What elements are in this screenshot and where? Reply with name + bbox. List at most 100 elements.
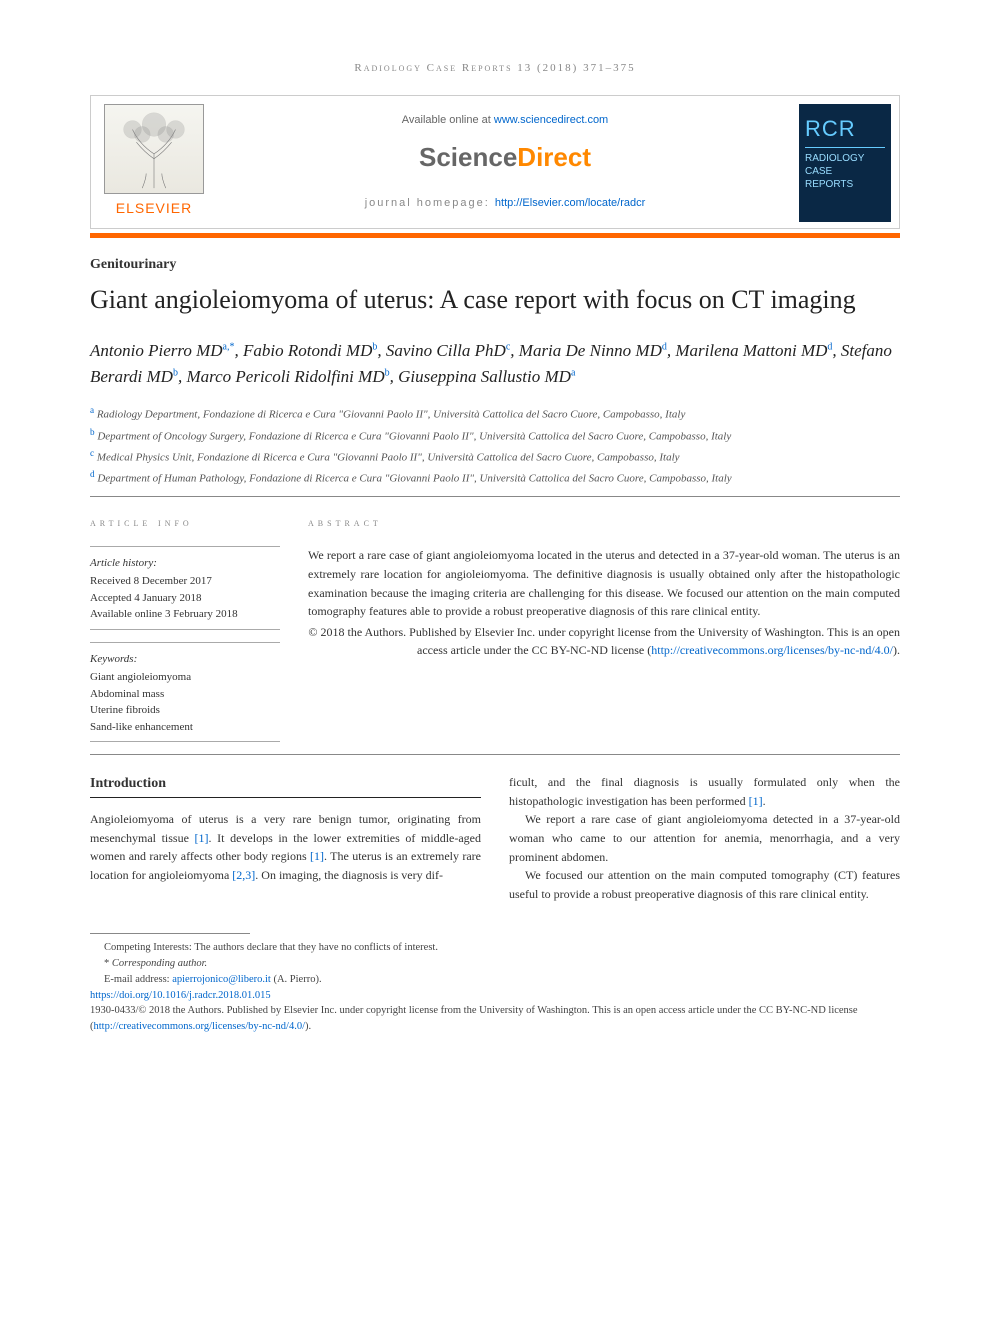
keyword: Uterine fibroids — [90, 702, 280, 719]
journal-reference: Radiology Case Reports 13 (2018) 371–375 — [90, 60, 900, 77]
author: Maria De Ninno MDd — [519, 341, 667, 360]
article-history-block: Article history: Received 8 December 201… — [90, 546, 280, 630]
sd-logo-left: Science — [419, 142, 517, 172]
author-affiliation-sup: b — [372, 342, 377, 353]
corr-marker: * — [104, 958, 112, 969]
author: Savino Cilla PhDc — [386, 341, 510, 360]
issn-copyright: 1930-0433/© 2018 the Authors. Published … — [90, 1003, 900, 1035]
author-list: Antonio Pierro MDa,*, Fabio Rotondi MDb,… — [90, 338, 900, 389]
abstract-copyright: © 2018 the Authors. Published by Elsevie… — [308, 623, 900, 660]
author-affiliation-sup: a,* — [223, 342, 235, 353]
intro-paragraph-1-cont: ficult, and the final diagnosis is usual… — [509, 773, 900, 810]
intro-paragraph-3: We focused our attention on the main com… — [509, 866, 900, 903]
author: Antonio Pierro MDa,* — [90, 341, 234, 360]
corresponding-author: * Corresponding author. — [90, 956, 900, 972]
affiliation: d Department of Human Pathology, Fondazi… — [90, 467, 900, 488]
keyword: Giant angioleiomyoma — [90, 669, 280, 686]
sciencedirect-link[interactable]: www.sciencedirect.com — [494, 114, 608, 126]
affiliation: b Department of Oncology Surgery, Fondaz… — [90, 425, 900, 446]
affiliation-sup: a — [90, 405, 94, 415]
author-affiliation-sup: c — [506, 342, 510, 353]
author-affiliation-sup: d — [662, 342, 667, 353]
doi-line: https://doi.org/10.1016/j.radcr.2018.01.… — [90, 988, 900, 1004]
divider-rule — [90, 496, 900, 497]
footer-divider — [90, 933, 250, 934]
abstract-body: We report a rare case of giant angioleio… — [308, 548, 900, 618]
keywords-block: Keywords: Giant angioleiomyomaAbdominal … — [90, 642, 280, 743]
intro-paragraph-2: We report a rare case of giant angioleio… — [509, 810, 900, 866]
article-info-heading: article info — [90, 515, 280, 532]
introduction-heading: Introduction — [90, 773, 481, 795]
abstract-block: abstract We report a rare case of giant … — [308, 515, 900, 742]
ref-link-1b[interactable]: [1] — [310, 849, 324, 863]
cover-line2: CASE — [805, 165, 885, 178]
received-date: Received 8 December 2017 — [90, 573, 280, 590]
journal-homepage-link[interactable]: http://Elsevier.com/locate/radcr — [495, 197, 645, 209]
author: Fabio Rotondi MDb — [243, 341, 377, 360]
sd-logo-right: Direct — [517, 142, 591, 172]
author: Giuseppina Sallustio MDa — [398, 367, 575, 386]
journal-cover-thumbnail: RCR RADIOLOGY CASE REPORTS — [799, 104, 891, 222]
email-line: E-mail address: apierrojonico@libero.it … — [90, 972, 900, 988]
section-label: Genitourinary — [90, 254, 900, 275]
ref-link-1c[interactable]: [1] — [749, 794, 763, 808]
email-attr: (A. Pierro). — [271, 974, 322, 985]
keywords-label: Keywords: — [90, 651, 280, 668]
elsevier-logo: ELSEVIER — [99, 104, 209, 222]
cover-line3: REPORTS — [805, 178, 885, 191]
history-label: Article history: — [90, 555, 280, 572]
abstract-heading: abstract — [308, 515, 900, 532]
license-link[interactable]: http://creativecommons.org/licenses/by-n… — [651, 643, 893, 657]
article-title: Giant angioleiomyoma of uterus: A case r… — [90, 283, 900, 317]
online-date: Available online 3 February 2018 — [90, 606, 280, 623]
sciencedirect-logo: ScienceDirect — [231, 138, 779, 177]
available-text: Available online at — [402, 114, 494, 126]
affiliation-sup: c — [90, 448, 94, 458]
copyright-closing: ). — [893, 643, 900, 657]
elsevier-tree-icon — [104, 104, 204, 194]
doi-link[interactable]: https://doi.org/10.1016/j.radcr.2018.01.… — [90, 990, 271, 1001]
keywords-list: Giant angioleiomyomaAbdominal massUterin… — [90, 669, 280, 735]
journal-homepage-line: journal homepage: http://Elsevier.com/lo… — [231, 195, 779, 212]
divider-rule-2 — [90, 754, 900, 755]
ref-link-1[interactable]: [1] — [195, 831, 209, 845]
cover-line1: RADIOLOGY — [805, 152, 885, 165]
affiliation-list: a Radiology Department, Fondazione di Ri… — [90, 403, 900, 488]
column-right: ficult, and the final diagnosis is usual… — [509, 773, 900, 903]
intro-text: ficult, and the final diagnosis is usual… — [509, 775, 900, 808]
keyword: Sand-like enhancement — [90, 719, 280, 736]
author-affiliation-sup: b — [173, 367, 178, 378]
cover-rcr: RCR — [805, 112, 885, 148]
intro-text: . On imaging, the diagnosis is very dif- — [255, 868, 443, 882]
intro-underline — [90, 797, 481, 798]
affiliation: c Medical Physics Unit, Fondazione di Ri… — [90, 446, 900, 467]
affiliation-sup: d — [90, 469, 95, 479]
column-left: Introduction Angioleiomyoma of uterus is… — [90, 773, 481, 903]
body-columns: Introduction Angioleiomyoma of uterus is… — [90, 773, 900, 903]
author-affiliation-sup: b — [385, 367, 390, 378]
author: Marco Pericoli Ridolfini MDb — [186, 367, 389, 386]
ref-link-23[interactable]: [2,3] — [232, 868, 255, 882]
accepted-date: Accepted 4 January 2018 — [90, 590, 280, 607]
header-banner: ELSEVIER RCR RADIOLOGY CASE REPORTS Avai… — [90, 95, 900, 229]
info-abstract-row: article info Article history: Received 8… — [90, 515, 900, 742]
competing-interests: Competing Interests: The authors declare… — [90, 940, 900, 956]
email-label: E-mail address: — [104, 974, 172, 985]
author-affiliation-sup: a — [571, 367, 575, 378]
issn-closing: ). — [305, 1021, 311, 1032]
keyword: Abdominal mass — [90, 686, 280, 703]
affiliation-sup: b — [90, 427, 95, 437]
intro-paragraph-1: Angioleiomyoma of uterus is a very rare … — [90, 810, 481, 884]
corr-label: Corresponding author. — [112, 958, 207, 969]
elsevier-wordmark: ELSEVIER — [99, 198, 209, 219]
article-info-block: article info Article history: Received 8… — [90, 515, 280, 742]
author-affiliation-sup: d — [827, 342, 832, 353]
footnotes: Competing Interests: The authors declare… — [90, 940, 900, 1035]
footer-license-link[interactable]: http://creativecommons.org/licenses/by-n… — [94, 1021, 306, 1032]
email-link[interactable]: apierrojonico@libero.it — [172, 974, 271, 985]
homepage-label: journal homepage: — [365, 197, 495, 209]
intro-text: . — [763, 794, 766, 808]
available-online-line: Available online at www.sciencedirect.co… — [231, 112, 779, 129]
author: Marilena Mattoni MDd — [675, 341, 832, 360]
affiliation: a Radiology Department, Fondazione di Ri… — [90, 403, 900, 424]
